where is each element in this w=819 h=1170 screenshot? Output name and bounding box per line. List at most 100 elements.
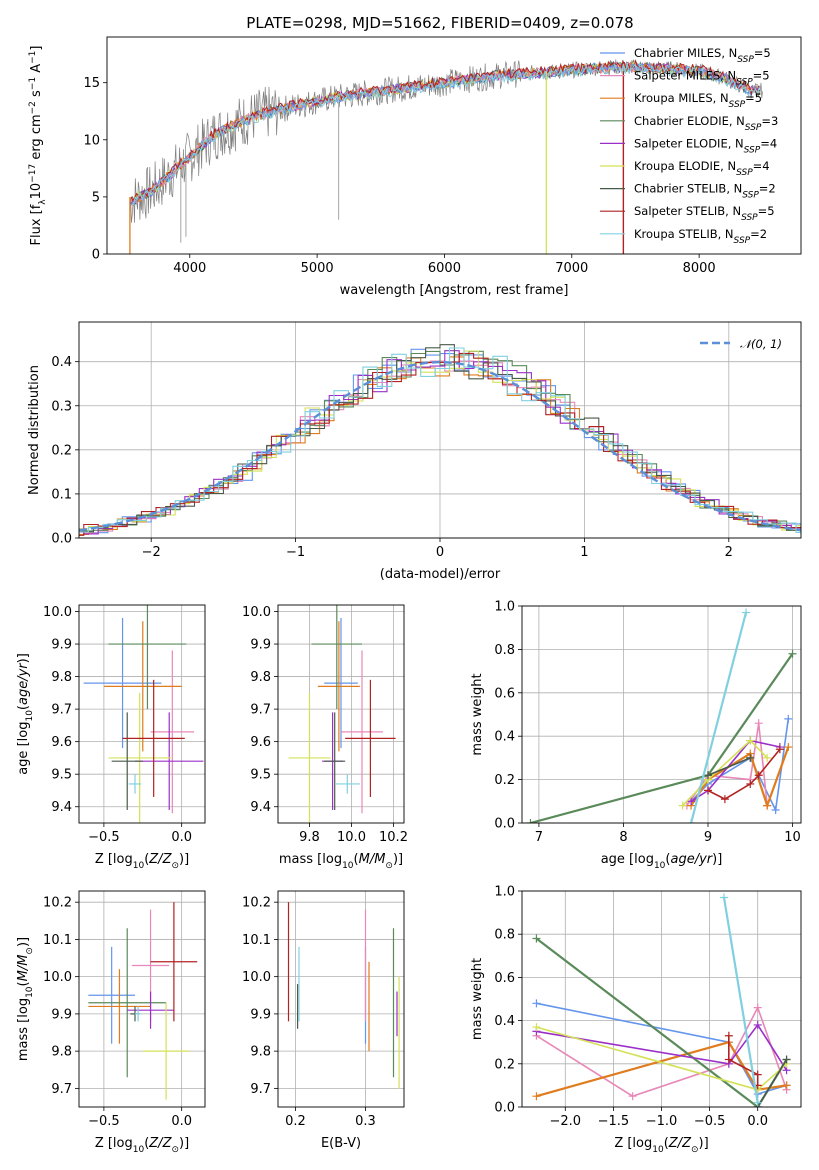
y-tick-label: 10.1	[242, 933, 271, 948]
grid-lines	[79, 891, 205, 1107]
x-axis-label: Z [log10(Z/Z⊙)]	[95, 852, 189, 871]
y-axis-label: Normed distribution	[27, 365, 42, 495]
y-tick-label: 9.8	[250, 1045, 271, 1060]
x-tick-label: −2	[142, 545, 161, 560]
x-tick-label: 8	[619, 830, 627, 845]
y-tick-label: 0.3	[51, 399, 72, 414]
axes-frame	[78, 604, 206, 824]
y-tick-label: 0.6	[494, 971, 515, 986]
mass-weight-marker	[532, 1023, 541, 1032]
x-tick-label: 0.3	[355, 1114, 376, 1129]
observed-spectrum	[129, 59, 763, 223]
mass-weight-marker	[746, 779, 755, 788]
mass-weight-marker	[788, 649, 797, 658]
y-tick-label: 9.4	[250, 800, 271, 815]
mass-weight-marker	[784, 714, 793, 723]
mass-weight-marker	[753, 1098, 762, 1107]
axes-frame	[106, 36, 802, 255]
plot-area	[532, 893, 791, 1107]
mass-weight-marker	[532, 999, 541, 1008]
plot-area	[83, 605, 204, 823]
mass-weight-marker	[720, 893, 729, 902]
y-tick-label: 10	[83, 133, 100, 148]
plot-area	[79, 344, 801, 536]
x-axis-label: Z [log10(Z/Z⊙)]	[614, 1136, 708, 1155]
y-tick-label: 0.4	[494, 1014, 515, 1029]
y-tick-label: 9.7	[250, 1082, 271, 1097]
x-tick-label: −2.0	[550, 1114, 582, 1129]
mass-weight-marker	[704, 771, 712, 780]
mass-weight-line	[728, 1035, 759, 1086]
mass-weight-line	[682, 739, 768, 807]
model-spectrum-line	[130, 62, 761, 206]
x-tick-label: 0	[436, 545, 444, 560]
mass-weight-marker	[784, 743, 793, 752]
y-axis: 9.4 9.5 9.6 9.7 9.8 9.9 10.0	[43, 605, 79, 815]
panel-age-vs-mass: 9.8 10.0 10.2 9.4 9.5 9.6 9.7 9.8 9.9 10.0 mass [l…	[242, 604, 408, 871]
y-tick-label: 0.2	[494, 773, 515, 788]
y-tick-label: 0.0	[494, 1101, 515, 1116]
y-axis: 9.7 9.8 9.9 10.0 10.1 10.2	[43, 896, 79, 1097]
y-tick-label: 0.4	[494, 730, 515, 745]
y-tick-label: 10.0	[242, 605, 271, 620]
x-tick-label: 4000	[173, 261, 206, 276]
mass-weight-marker	[746, 753, 755, 762]
y-tick-label: 0.0	[494, 817, 515, 832]
model-spectrum-line	[130, 59, 760, 202]
plot-area	[288, 605, 396, 823]
y-tick-label: 0.8	[494, 643, 515, 658]
y-tick-label: 10.0	[242, 970, 271, 985]
x-axis: 4000 5000 6000 7000 8000	[173, 254, 716, 276]
mass-weight-line	[690, 612, 748, 823]
mass-weight-line	[536, 1040, 787, 1098]
x-axis: 7 8 9 10	[535, 823, 801, 845]
x-tick-label: 0.0	[171, 1114, 192, 1129]
legend-label: Chabrier MILES, NSSP=5	[634, 46, 771, 65]
y-tick-label: 0.6	[494, 686, 515, 701]
legend-label: Kroupa MILES, NSSP=5	[634, 91, 762, 110]
x-tick-label: −0.5	[694, 1114, 726, 1129]
plot-area	[88, 902, 198, 1100]
mass-weight-line	[530, 653, 794, 823]
legend-label: Kroupa ELODIE, NSSP=4	[634, 159, 770, 178]
panel-mass-vs-ebv: 0.2 0.3 9.7 9.8 9.9 10.0 10.1 10.2 E(B-V)	[242, 890, 405, 1151]
y-axis: 0 5 10 15	[83, 76, 107, 263]
x-axis-label: mass [log10(M/M⊙)]	[279, 852, 403, 871]
x-tick-label: 9.8	[299, 830, 320, 845]
y-tick-label: 9.6	[250, 735, 271, 750]
grid-lines	[278, 891, 404, 1107]
mass-weight-marker	[754, 719, 763, 728]
x-tick-label: 1	[580, 545, 588, 560]
y-tick-label: 9.7	[51, 1082, 72, 1097]
x-axis-label: wavelength [Angstrom, rest frame]	[340, 283, 569, 298]
y-axis: 9.7 9.8 9.9 10.0 10.1 10.2	[242, 896, 278, 1097]
x-axis-label: age [log10(age/yr)]	[601, 852, 723, 871]
residual-histogram	[79, 344, 801, 533]
x-tick-label: 2	[725, 545, 733, 560]
y-tick-label: 9.8	[51, 1045, 72, 1060]
y-tick-label: 9.7	[250, 703, 271, 718]
mass-weight-line	[536, 1023, 788, 1071]
mass-weight-marker	[687, 797, 696, 806]
y-axis: 9.4 9.5 9.6 9.7 9.8 9.9 10.0	[242, 605, 278, 815]
x-tick-label: 7000	[555, 261, 588, 276]
y-tick-label: 0.2	[494, 1057, 515, 1072]
mass-weight-marker	[753, 1020, 762, 1029]
y-tick-label: 9.7	[51, 703, 72, 718]
mass-weight-line	[757, 1059, 788, 1107]
x-tick-label: 9	[704, 830, 712, 845]
axes-frame	[521, 890, 802, 1108]
axes-frame	[78, 890, 206, 1108]
mass-weight-marker	[753, 1003, 762, 1012]
y-tick-label: 10.2	[242, 896, 271, 911]
gaussian-reference	[79, 360, 801, 532]
mass-weight-marker	[771, 805, 780, 814]
figure-title: PLATE=0298, MJD=51662, FIBERID=0409, z=0…	[246, 14, 633, 32]
legend-label: Salpeter STELIB, NSSP=5	[634, 204, 775, 223]
x-axis: −2.0 −1.5 −1.0 −0.5 0.0	[550, 1107, 768, 1129]
panel-massweight-vs-Z: −2.0 −1.5 −1.0 −0.5 0.0 0.0 0.2 0.4 0.6 0.8 1.0 Z […	[470, 885, 802, 1155]
x-tick-label: −0.5	[88, 1114, 120, 1129]
y-tick-label: 0.4	[51, 355, 72, 370]
x-tick-label: 0.0	[171, 830, 192, 845]
